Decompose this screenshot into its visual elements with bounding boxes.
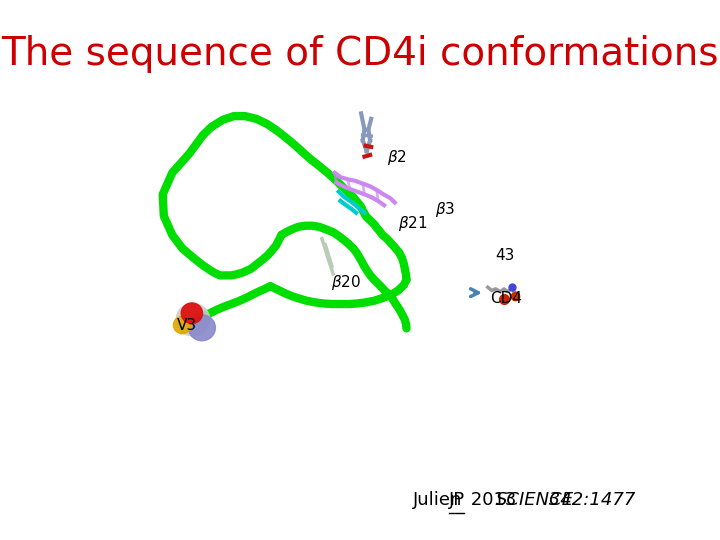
Text: CD4: CD4 — [490, 292, 523, 307]
Text: JP: JP — [449, 491, 464, 509]
Circle shape — [181, 303, 202, 323]
Circle shape — [174, 316, 192, 334]
Text: 43: 43 — [495, 248, 515, 264]
Text: $\beta$2: $\beta$2 — [387, 148, 407, 167]
Text: $\beta$3: $\beta$3 — [435, 200, 455, 219]
Text: 342:1477: 342:1477 — [543, 491, 635, 509]
Circle shape — [176, 303, 210, 336]
Text: 2013: 2013 — [465, 491, 523, 509]
Text: V3: V3 — [177, 319, 197, 334]
Text: $\beta$21: $\beta$21 — [398, 214, 428, 233]
Text: $\beta$20: $\beta$20 — [331, 273, 361, 292]
Text: SCIENCE: SCIENCE — [496, 491, 575, 509]
Text: The sequence of CD4i conformations: The sequence of CD4i conformations — [1, 35, 719, 73]
Text: Julien: Julien — [413, 491, 469, 509]
Circle shape — [189, 315, 215, 341]
